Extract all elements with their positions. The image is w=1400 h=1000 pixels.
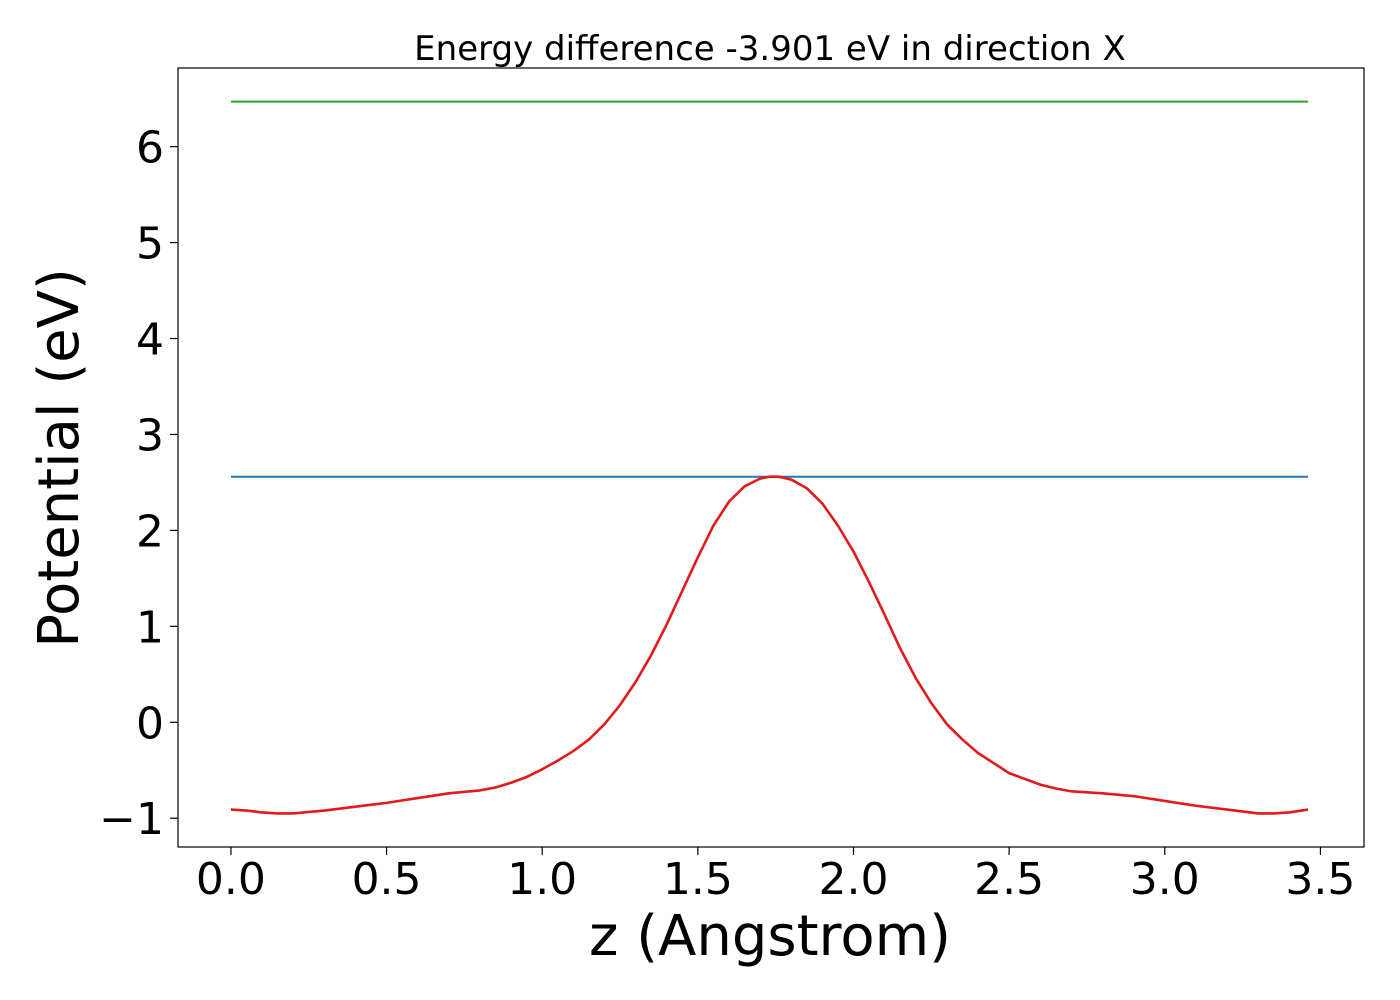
chart-title: Energy difference -3.901 eV in direction… (414, 29, 1126, 69)
x-tick-label: 1.5 (663, 854, 733, 905)
y-tick-label: 0 (136, 698, 164, 749)
x-tick-label: 2.5 (974, 854, 1044, 905)
x-tick-label: 0.0 (196, 854, 266, 905)
x-axis: 0.0 0.5 1.0 1.5 2.0 2.5 3.0 3.5 (196, 847, 1355, 905)
x-tick-label: 1.0 (507, 854, 577, 905)
x-axis-label: z (Angstrom) (589, 904, 951, 969)
x-tick-label: 3.5 (1285, 854, 1355, 905)
y-tick-label: 1 (136, 602, 164, 653)
series-layer (230, 100, 1309, 815)
x-tick-label: 0.5 (352, 854, 422, 905)
y-tick-label: 6 (136, 123, 164, 174)
y-axis-label: Potential (eV) (27, 268, 92, 648)
y-tick-label: 2 (136, 506, 164, 557)
y-tick-label: −1 (99, 794, 164, 845)
x-tick-label: 2.0 (818, 854, 888, 905)
series-line-3 (230, 475, 1309, 815)
plot-frame (177, 67, 1365, 848)
y-tick-label: 4 (136, 315, 164, 366)
x-tick-label: 3.0 (1130, 854, 1200, 905)
y-tick-label: 3 (136, 410, 164, 461)
y-axis: −1 0 1 2 3 4 5 6 (99, 123, 178, 845)
y-tick-label: 5 (136, 219, 164, 270)
